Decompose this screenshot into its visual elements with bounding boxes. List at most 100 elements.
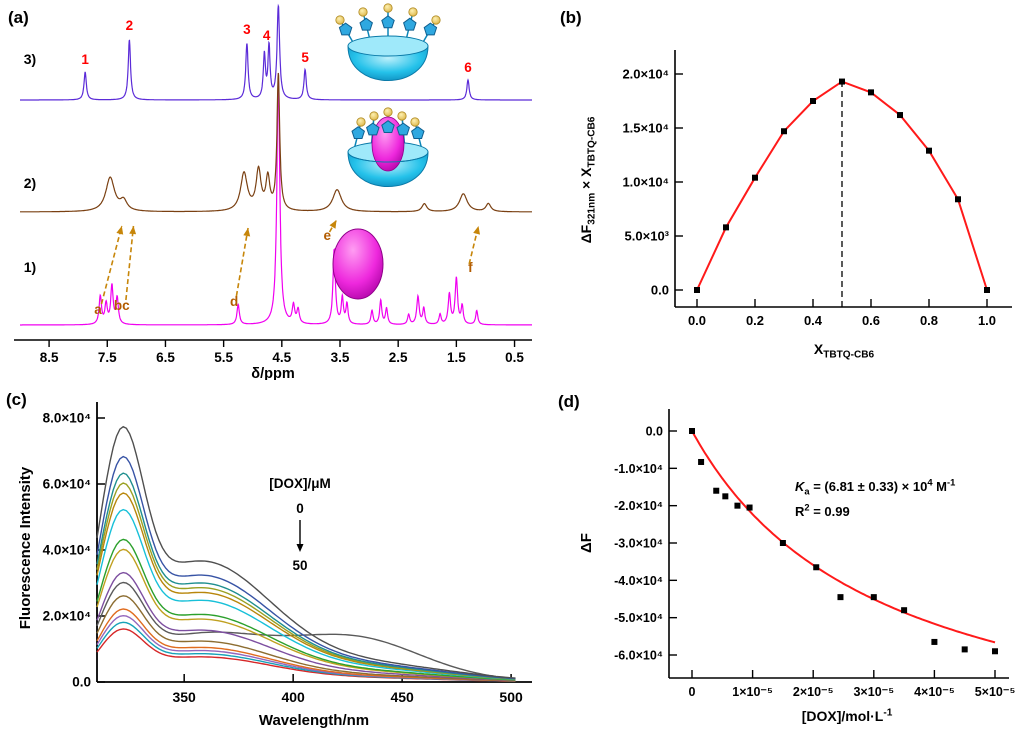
x-tick-label: 0.2 bbox=[746, 313, 764, 328]
data-point-marker bbox=[698, 458, 705, 465]
emission-spectrum-line bbox=[96, 538, 516, 681]
pendant-pentagon bbox=[411, 126, 425, 139]
x-tick-label: 5.5 bbox=[214, 350, 233, 365]
x-tick-label: 7.5 bbox=[98, 350, 117, 365]
pendant-pentagon bbox=[381, 15, 395, 29]
x-axis-title: XTBTQ-CB6 bbox=[814, 341, 875, 361]
arrowhead bbox=[329, 220, 337, 229]
y-tick-label: -2.0×10⁴ bbox=[614, 499, 663, 513]
pendant-ball bbox=[369, 111, 379, 121]
pendant-ball bbox=[408, 7, 418, 17]
data-point-marker bbox=[723, 224, 729, 231]
assignment-letter: bc bbox=[114, 298, 130, 313]
shift-arrow bbox=[100, 225, 123, 305]
pendant-pentagon bbox=[403, 17, 417, 31]
pendant-ball bbox=[410, 117, 420, 127]
panel-d-tag: (d) bbox=[558, 392, 580, 411]
y-tick-label: -3.0×10⁴ bbox=[614, 537, 663, 551]
shift-arrow bbox=[125, 225, 135, 301]
x-tick-label: 0.4 bbox=[804, 313, 823, 328]
emission-spectrum-line bbox=[96, 571, 516, 681]
x-axis-title: δ/ppm bbox=[251, 366, 294, 380]
peak-number: 6 bbox=[464, 60, 472, 75]
data-point-marker bbox=[813, 564, 820, 571]
pendant-ball bbox=[383, 107, 393, 117]
y-tick-label: 1.0×10⁴ bbox=[622, 175, 669, 190]
x-tick-label: 0 bbox=[689, 685, 696, 699]
x-tick-label: 450 bbox=[390, 689, 414, 705]
spectrum-tag: 3) bbox=[24, 51, 36, 67]
data-point-marker bbox=[931, 638, 938, 645]
y-tick-label: 0.0 bbox=[651, 283, 669, 298]
emission-spectrum-line bbox=[96, 455, 516, 680]
assignment-letter: a bbox=[94, 302, 102, 317]
peak-number: 3 bbox=[243, 22, 251, 37]
y-axis-title: ΔF321nm × XTBTQ-CB6 bbox=[578, 116, 598, 243]
x-tick-label: 3×10⁻⁵ bbox=[853, 685, 894, 699]
data-point-marker bbox=[868, 89, 874, 96]
x-tick-label: 500 bbox=[499, 689, 523, 705]
y-tick-label: 6.0×10⁴ bbox=[43, 477, 91, 492]
data-point-marker bbox=[926, 147, 932, 154]
x-tick-label: 8.5 bbox=[40, 350, 59, 365]
data-point-marker bbox=[992, 648, 998, 655]
y-tick-label: 5.0×10³ bbox=[625, 229, 670, 244]
assignment-letter: e bbox=[323, 228, 331, 243]
binding-curve-panel: 0.0 -1.0×10⁴ -2.0×10⁴ -3.0×10⁴ -4.0×10⁴ -5.0×… bbox=[578, 409, 1015, 724]
arrowhead bbox=[129, 226, 137, 235]
x-tick-label: 1×10⁻⁵ bbox=[732, 685, 773, 699]
data-point-marker bbox=[870, 594, 877, 601]
y-tick-label: 4.0×10⁴ bbox=[43, 543, 91, 558]
y-tick-label: 2.0×10⁴ bbox=[43, 609, 91, 624]
x-tick-label: 2×10⁻⁵ bbox=[793, 685, 834, 699]
pendant-pentagon bbox=[423, 22, 438, 36]
x-tick-label: 4×10⁻⁵ bbox=[914, 685, 955, 699]
arrowhead bbox=[473, 226, 480, 235]
job-plot: 0.0 5.0×10³ 1.0×10⁴ 1.5×10⁴ 2.0×10⁴ 0.0 0.2 0.4… bbox=[622, 50, 1012, 328]
peak-number: 4 bbox=[263, 28, 271, 43]
arrowhead bbox=[243, 228, 251, 237]
pendant-pentagon bbox=[381, 120, 395, 133]
free-host-cartoon bbox=[335, 3, 441, 81]
pendant-pentagon bbox=[351, 126, 365, 139]
nmr-spectra-panel: 8.5 7.5 6.5 5.5 4.5 3.5 2.5 1.5 0.5 δ/ppm 1) 2) 3) 1 2… bbox=[14, 3, 532, 380]
data-point-marker bbox=[746, 504, 753, 511]
x-axis-title: Wavelength/nm bbox=[259, 712, 369, 729]
y-tick-label: 2.0×10⁴ bbox=[622, 67, 669, 82]
panel-b-tag: (b) bbox=[560, 8, 582, 27]
data-point-marker bbox=[779, 540, 786, 546]
pendant-ball bbox=[358, 7, 368, 17]
free-guest-cartoon bbox=[332, 228, 384, 300]
data-point-marker bbox=[901, 607, 908, 614]
dox-annotation-end: 50 bbox=[292, 558, 307, 573]
data-point-marker bbox=[752, 174, 758, 181]
pendant-ball bbox=[431, 15, 441, 25]
x-tick-label: 4.5 bbox=[272, 350, 291, 365]
data-point-marker bbox=[734, 502, 741, 509]
y-tick-label: 0.0 bbox=[72, 675, 91, 690]
shift-arrow bbox=[235, 227, 249, 297]
panel-a-tag: (a) bbox=[8, 8, 29, 27]
host-guest-complex-cartoon bbox=[347, 107, 429, 187]
ka-annotation: Ka = (6.81 ± 0.33) × 104 M-1 bbox=[795, 478, 955, 497]
nmr-plot: 8.5 7.5 6.5 5.5 4.5 3.5 2.5 1.5 0.5 δ/ppm 1) 2) 3) 1 2… bbox=[14, 3, 532, 380]
host-rim bbox=[347, 35, 429, 57]
assignment-letter: d bbox=[230, 294, 238, 309]
arrowhead bbox=[296, 544, 304, 552]
data-point-marker bbox=[897, 112, 903, 119]
assignment-letter: f bbox=[468, 260, 473, 275]
data-point-marker bbox=[781, 128, 787, 135]
data-point-marker bbox=[984, 287, 990, 293]
y-tick-label: 8.0×10⁴ bbox=[43, 411, 91, 426]
y-tick-label: 1.5×10⁴ bbox=[622, 121, 669, 136]
x-tick-label: 0.6 bbox=[862, 313, 880, 328]
spectrum-tag: 2) bbox=[24, 175, 36, 191]
x-tick-label: 1.0 bbox=[978, 313, 996, 328]
x-tick-label: 3.5 bbox=[331, 350, 350, 365]
data-point-marker bbox=[955, 196, 961, 203]
data-point-marker bbox=[722, 493, 729, 500]
nmr-trace-1 bbox=[20, 78, 532, 326]
y-tick-label: 0.0 bbox=[646, 425, 663, 439]
spectrum-tag: 1) bbox=[24, 259, 36, 275]
